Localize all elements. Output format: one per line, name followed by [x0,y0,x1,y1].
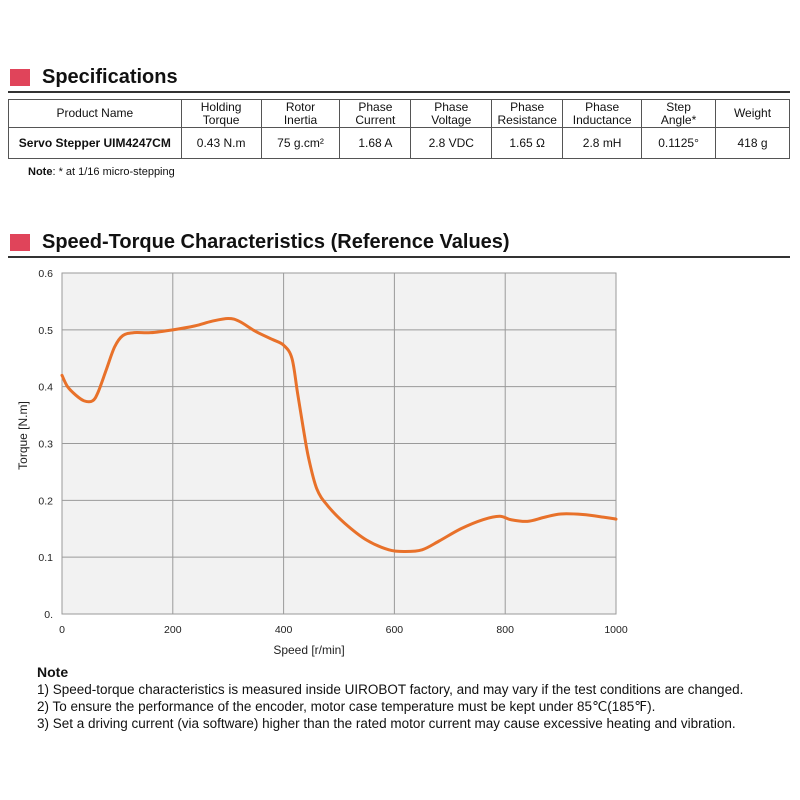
notes-section: Note 1) Speed-torque characteristics is … [37,664,743,732]
cell-weight: 418 g [715,127,790,159]
spec-note: Note: * at 1/16 micro-stepping [28,166,175,178]
table-row: Servo Stepper UIM4247CM 0.43 N.m 75 g.cm… [8,127,790,159]
specifications-heading: Specifications [10,66,178,89]
y-tick-label: 0.1 [38,552,53,564]
header-phase-resistance: Phase Resistance [491,99,564,128]
cell-phase-current: 1.68 A [339,127,412,159]
header-phase-voltage: Phase Voltage [410,99,493,128]
x-tick-label: 200 [164,624,182,636]
header-step-angle: Step Angle* [641,99,717,128]
y-tick-label: 0.6 [38,268,53,280]
x-tick-label: 0 [59,624,65,636]
header-weight: Weight [715,99,790,128]
note-item: 2) To ensure the performance of the enco… [37,699,656,714]
section-marker [10,69,30,86]
y-tick-label: 0. [44,609,53,621]
section-divider [8,256,790,258]
spec-note-text: : * at 1/16 micro-stepping [52,166,175,178]
y-tick-label: 0.5 [38,325,53,337]
header-phase-current: Phase Current [339,99,412,128]
x-tick-label: 800 [496,624,514,636]
section-marker [10,234,30,251]
section-divider [8,91,790,93]
header-product-name: Product Name [8,99,182,128]
cell-phase-voltage: 2.8 VDC [410,127,493,159]
y-tick-label: 0.4 [38,382,53,394]
cell-product-name: Servo Stepper UIM4247CM [8,127,182,159]
spec-note-label: Note [28,166,53,178]
cell-phase-inductance: 2.8 mH [562,127,643,159]
header-phase-inductance: Phase Inductance [562,99,643,128]
specifications-table: Product Name Holding Torque Rotor Inertia … [8,99,790,159]
y-tick-label: 0.2 [38,495,53,507]
specifications-title: Specifications [42,66,178,88]
cell-phase-resistance: 1.65 Ω [491,127,564,159]
y-tick-label: 0.3 [38,439,53,451]
x-tick-label: 600 [386,624,404,636]
table-header-row: Product Name Holding Torque Rotor Inertia … [8,99,790,128]
cell-step-angle: 0.1125° [641,127,717,159]
note-item: 3) Set a driving current (via software) … [37,716,736,731]
x-tick-label: 1000 [604,624,628,636]
speed-torque-title: Speed-Torque Characteristics (Reference … [42,231,510,253]
note-item: 1) Speed-torque characteristics is measu… [37,682,744,697]
speed-torque-heading: Speed-Torque Characteristics (Reference … [10,231,510,254]
notes-title: Note [37,664,69,680]
header-rotor-inertia: Rotor Inertia [260,99,341,128]
cell-holding-torque: 0.43 N.m [180,127,262,159]
cell-rotor-inertia: 75 g.cm² [260,127,341,159]
speed-torque-chart: 0 200 400 600 800 1000 0. 0.1 0.2 0.3 0.4 0.5 0.6 Spe… [16,268,628,657]
torque-curve-line [60,316,618,553]
x-axis-label: Speed [r/min] [273,643,344,657]
x-tick-label: 400 [275,624,293,636]
header-holding-torque: Holding Torque [180,99,262,128]
y-axis-label: Torque [N.m] [16,401,30,470]
